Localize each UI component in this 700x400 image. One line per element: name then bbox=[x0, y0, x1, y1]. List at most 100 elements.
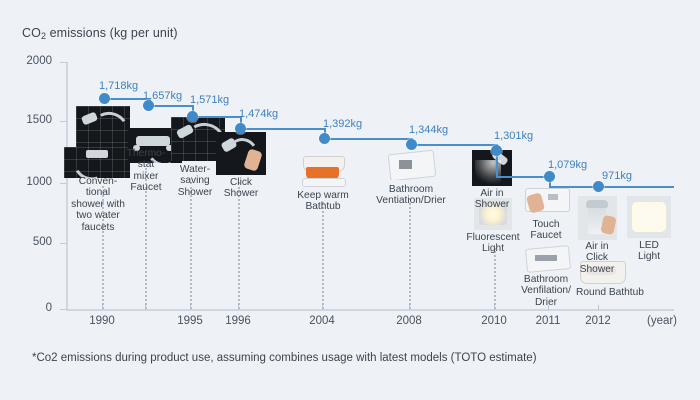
line-segment-2012-end bbox=[598, 186, 674, 188]
line-segment-1996-2004 bbox=[240, 128, 325, 130]
gridline-1995 bbox=[190, 182, 192, 309]
product-label-round-bathtub: Round Bathtub bbox=[576, 287, 644, 298]
x-axis-line bbox=[66, 309, 674, 311]
y-tick-label-2000: 2000 bbox=[26, 55, 52, 67]
thumb-bathroom-ventilation-drier bbox=[386, 149, 436, 180]
product-label-air-in-click-shower: Air in Click Shower bbox=[579, 241, 615, 275]
data-point-1996[interactable] bbox=[235, 123, 246, 134]
value-label-2008: 1,344kg bbox=[409, 124, 449, 136]
gridline-2010 bbox=[494, 248, 496, 309]
y-tick-mark-1000 bbox=[60, 183, 67, 184]
data-point-1992[interactable] bbox=[143, 100, 154, 111]
x-tick-label-1995: 1995 bbox=[177, 315, 203, 327]
line-segment-2004-2008 bbox=[324, 138, 412, 140]
product-label-bathroom-ventilation-drier: Bathroom Ventiation/Drier bbox=[376, 184, 446, 207]
faucet-handle-shape bbox=[133, 145, 140, 151]
thumb-keep-warm-bathtub bbox=[299, 152, 347, 188]
thumb-round-bathtub bbox=[578, 258, 626, 286]
faucet-body-shape bbox=[86, 150, 108, 158]
x-tick-mark-2010 bbox=[494, 305, 495, 310]
gridline-2008 bbox=[409, 198, 411, 309]
value-label-1995: 1,571kg bbox=[190, 94, 230, 106]
y-tick-label-1000: 1000 bbox=[26, 176, 52, 188]
value-label-2012: 971kg bbox=[602, 170, 632, 182]
x-tick-label-1990: 1990 bbox=[89, 315, 115, 327]
value-label-2010: 1,301kg bbox=[494, 130, 534, 142]
line-drop-2010 bbox=[496, 144, 498, 177]
x-tick-mark-2011 bbox=[548, 305, 549, 310]
data-point-1990[interactable] bbox=[99, 93, 110, 104]
thumb-conventional-shower-bottom bbox=[64, 147, 130, 178]
data-point-2010[interactable] bbox=[491, 145, 502, 156]
thumb-click-shower bbox=[216, 132, 266, 175]
line-segment-2011-2012 bbox=[549, 186, 599, 188]
product-label-bathroom-venfilation-drier: Bathroom Venfilation/Drier bbox=[521, 274, 571, 308]
data-point-1995[interactable] bbox=[187, 111, 198, 122]
product-label-fluorescent-light: Fluorescent Light bbox=[466, 232, 520, 255]
gridline-2004 bbox=[322, 202, 324, 309]
faucet-spout-shape bbox=[548, 194, 558, 200]
data-point-2008[interactable] bbox=[406, 139, 417, 150]
value-label-1992: 1,657kg bbox=[143, 90, 183, 102]
warm-indicator-shape bbox=[306, 167, 339, 180]
gridline-1990 bbox=[102, 186, 104, 309]
thumb-bathroom-ventilation-drier-2011 bbox=[523, 243, 571, 274]
x-tick-mark-1995 bbox=[190, 305, 191, 310]
y-tick-label-500: 500 bbox=[32, 236, 52, 248]
x-tick-mark-1996 bbox=[238, 305, 239, 310]
light-glow-shape bbox=[479, 203, 507, 225]
y-tick-mark-0 bbox=[60, 309, 67, 310]
x-tick-label-2010: 2010 bbox=[481, 315, 507, 327]
line-segment-1992-1995 bbox=[148, 105, 193, 107]
value-label-2004: 1,392kg bbox=[323, 118, 363, 130]
product-label-click-shower: Click Shower bbox=[223, 177, 259, 200]
product-label-led-light: LED Light bbox=[637, 240, 661, 263]
y-tick-mark-1500 bbox=[60, 121, 67, 122]
gridline-1996 bbox=[238, 182, 240, 309]
line-segment-2010-2011 bbox=[496, 176, 550, 178]
gridline-1992 bbox=[145, 168, 147, 309]
data-point-2012[interactable] bbox=[593, 181, 604, 192]
value-label-1996: 1,474kg bbox=[239, 108, 279, 120]
thumb-air-in-shower bbox=[472, 150, 512, 186]
x-tick-label-2008: 2008 bbox=[396, 315, 422, 327]
y-tick-mark-500 bbox=[60, 243, 67, 244]
line-segment-1990-1992 bbox=[105, 98, 149, 100]
vent-grille-shape bbox=[535, 255, 557, 261]
x-axis-unit-label: (year) bbox=[646, 315, 678, 327]
bathtub-basin-shape bbox=[586, 266, 616, 275]
value-label-2011: 1,079kg bbox=[548, 159, 588, 171]
thumb-fluorescent-light bbox=[474, 198, 512, 230]
axis-title-prefix: CO bbox=[22, 26, 41, 40]
y-axis-line bbox=[66, 62, 68, 311]
axis-title-rest: emissions (kg per unit) bbox=[46, 26, 178, 40]
x-tick-mark-2012 bbox=[598, 305, 599, 310]
data-point-2011[interactable] bbox=[544, 171, 555, 182]
axis-title-subscript: 2 bbox=[40, 31, 47, 41]
product-label-water-saving-shower: Water-saving Shower bbox=[177, 164, 213, 198]
thumb-conventional-shower-top bbox=[76, 106, 130, 147]
line-segment-1995-1996 bbox=[192, 116, 241, 118]
faucet-handle-shape bbox=[166, 145, 173, 151]
thumb-led-light bbox=[627, 196, 671, 238]
line-segment-2008-2010 bbox=[411, 144, 497, 146]
hand-shape bbox=[600, 214, 617, 236]
shower-head-shape bbox=[586, 200, 608, 209]
product-label-touch-faucet: Touch Faucet bbox=[530, 219, 562, 242]
data-point-2004[interactable] bbox=[319, 133, 330, 144]
x-tick-label-2004: 2004 bbox=[309, 315, 335, 327]
bathtub-base-shape bbox=[302, 178, 346, 187]
y-tick-mark-2000 bbox=[60, 62, 67, 63]
product-label-conventional-shower: Conven-tional shower with two water faucets bbox=[71, 176, 125, 233]
x-tick-mark-1992 bbox=[145, 305, 146, 310]
thumb-touch-faucet bbox=[523, 186, 570, 218]
chart-axis-title: CO2 emissions (kg per unit) bbox=[22, 26, 178, 41]
y-tick-label-1500: 1500 bbox=[26, 114, 52, 126]
line-drop-1996 bbox=[240, 116, 242, 129]
x-tick-mark-1990 bbox=[102, 305, 103, 310]
x-tick-label-2011: 2011 bbox=[535, 315, 561, 327]
led-panel-shape bbox=[632, 202, 666, 232]
product-label-keep-warm-bathtub: Keep warm Bathtub bbox=[297, 190, 349, 213]
x-tick-mark-2004 bbox=[322, 305, 323, 310]
